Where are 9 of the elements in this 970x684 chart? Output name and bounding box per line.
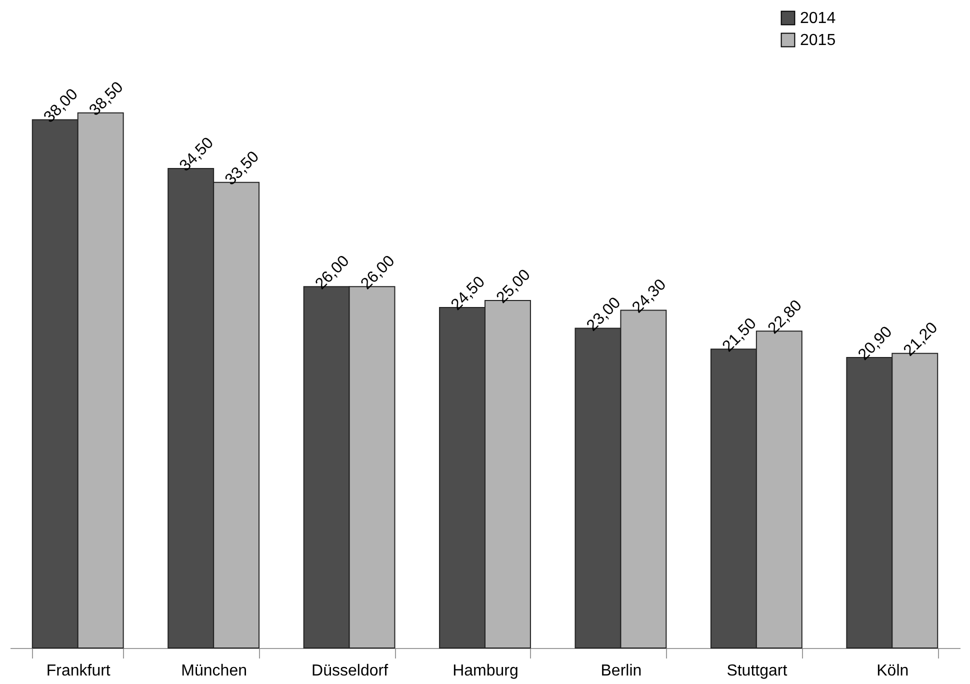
x-tick-label: Stuttgart (726, 662, 788, 680)
x-tick-label: München (181, 662, 247, 680)
x-tick-label: Köln (876, 662, 909, 680)
legend-label: 2014 (800, 10, 836, 27)
x-tick-label: Düsseldorf (312, 662, 389, 680)
x-tick-label: Hamburg (452, 662, 518, 680)
legend-label: 2015 (800, 32, 836, 49)
x-tick-label: Berlin (600, 662, 642, 680)
x-tick-label: Frankfurt (46, 662, 111, 680)
